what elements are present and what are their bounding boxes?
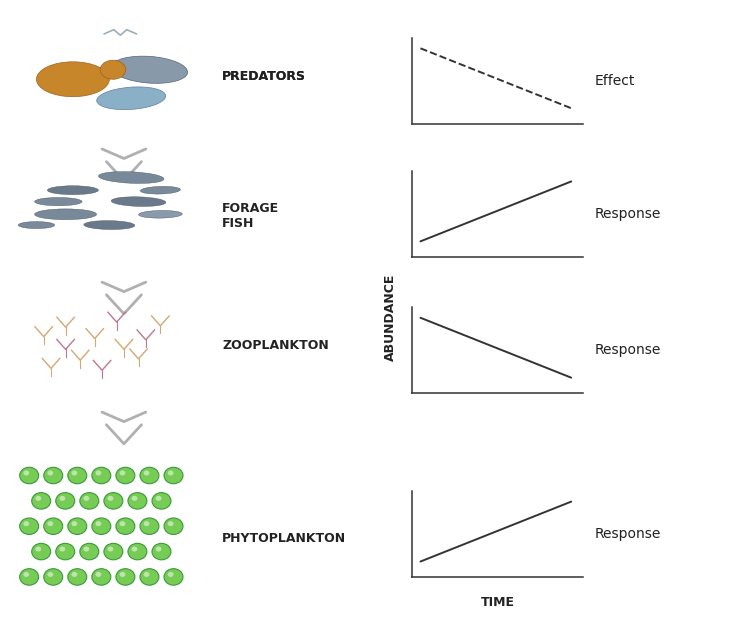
- Circle shape: [35, 547, 41, 552]
- Ellipse shape: [97, 87, 165, 110]
- Circle shape: [47, 470, 53, 476]
- Ellipse shape: [36, 62, 109, 96]
- Circle shape: [55, 543, 75, 560]
- Circle shape: [95, 470, 101, 476]
- Circle shape: [120, 470, 125, 476]
- Circle shape: [104, 543, 123, 560]
- Circle shape: [80, 493, 99, 509]
- Circle shape: [108, 496, 114, 501]
- Text: ABUNDANCE: ABUNDANCE: [383, 273, 397, 361]
- Circle shape: [44, 518, 63, 534]
- Circle shape: [31, 493, 50, 509]
- Circle shape: [116, 569, 135, 585]
- Circle shape: [23, 470, 29, 476]
- Circle shape: [131, 547, 137, 552]
- Ellipse shape: [18, 221, 55, 229]
- Ellipse shape: [112, 197, 165, 207]
- Circle shape: [92, 518, 111, 534]
- Text: FORAGE
FISH: FORAGE FISH: [222, 202, 279, 230]
- Circle shape: [80, 543, 99, 560]
- Circle shape: [120, 572, 125, 577]
- Ellipse shape: [34, 209, 96, 220]
- Text: TIME: TIME: [481, 595, 515, 609]
- Circle shape: [44, 569, 63, 585]
- Circle shape: [55, 493, 75, 509]
- Circle shape: [95, 521, 101, 526]
- Circle shape: [23, 521, 29, 526]
- Circle shape: [47, 521, 53, 526]
- Circle shape: [20, 467, 39, 484]
- Circle shape: [35, 496, 41, 501]
- Circle shape: [140, 569, 159, 585]
- Text: Effect: Effect: [594, 74, 634, 88]
- Circle shape: [156, 547, 162, 552]
- Circle shape: [68, 467, 87, 484]
- Ellipse shape: [112, 56, 187, 83]
- Text: Response: Response: [594, 207, 660, 221]
- Circle shape: [95, 572, 101, 577]
- Circle shape: [128, 493, 147, 509]
- Circle shape: [20, 518, 39, 534]
- Circle shape: [71, 521, 77, 526]
- Circle shape: [164, 518, 183, 534]
- Text: PREDATORS: PREDATORS: [222, 70, 306, 82]
- Circle shape: [116, 518, 135, 534]
- Text: PREDATORS: PREDATORS: [222, 70, 306, 82]
- Circle shape: [144, 572, 149, 577]
- Circle shape: [156, 496, 162, 501]
- Text: PHYTOPLANKTON: PHYTOPLANKTON: [222, 533, 346, 545]
- Ellipse shape: [84, 221, 135, 230]
- Circle shape: [60, 496, 66, 501]
- Circle shape: [23, 572, 29, 577]
- Circle shape: [84, 496, 89, 501]
- Circle shape: [152, 493, 171, 509]
- Circle shape: [44, 467, 63, 484]
- Circle shape: [116, 467, 135, 484]
- Circle shape: [68, 518, 87, 534]
- Ellipse shape: [34, 198, 82, 205]
- Ellipse shape: [100, 60, 126, 79]
- Ellipse shape: [98, 172, 164, 183]
- Circle shape: [60, 547, 66, 552]
- Circle shape: [140, 518, 159, 534]
- Circle shape: [164, 467, 183, 484]
- Circle shape: [168, 470, 174, 476]
- Circle shape: [168, 572, 174, 577]
- Ellipse shape: [47, 186, 98, 195]
- Circle shape: [120, 521, 125, 526]
- Text: Response: Response: [594, 527, 660, 541]
- Circle shape: [92, 467, 111, 484]
- Circle shape: [84, 547, 89, 552]
- Circle shape: [152, 543, 171, 560]
- Ellipse shape: [139, 210, 182, 218]
- Circle shape: [20, 569, 39, 585]
- Circle shape: [128, 543, 147, 560]
- Circle shape: [71, 572, 77, 577]
- Circle shape: [108, 547, 114, 552]
- Circle shape: [168, 521, 174, 526]
- Ellipse shape: [141, 186, 180, 194]
- Circle shape: [92, 569, 111, 585]
- Circle shape: [104, 493, 123, 509]
- Text: ZOOPLANKTON: ZOOPLANKTON: [222, 339, 329, 352]
- Circle shape: [144, 521, 149, 526]
- Circle shape: [140, 467, 159, 484]
- Text: Response: Response: [594, 343, 660, 358]
- Circle shape: [144, 470, 149, 476]
- Circle shape: [131, 496, 137, 501]
- Circle shape: [31, 543, 50, 560]
- Circle shape: [47, 572, 53, 577]
- Circle shape: [68, 569, 87, 585]
- Circle shape: [71, 470, 77, 476]
- Circle shape: [164, 569, 183, 585]
